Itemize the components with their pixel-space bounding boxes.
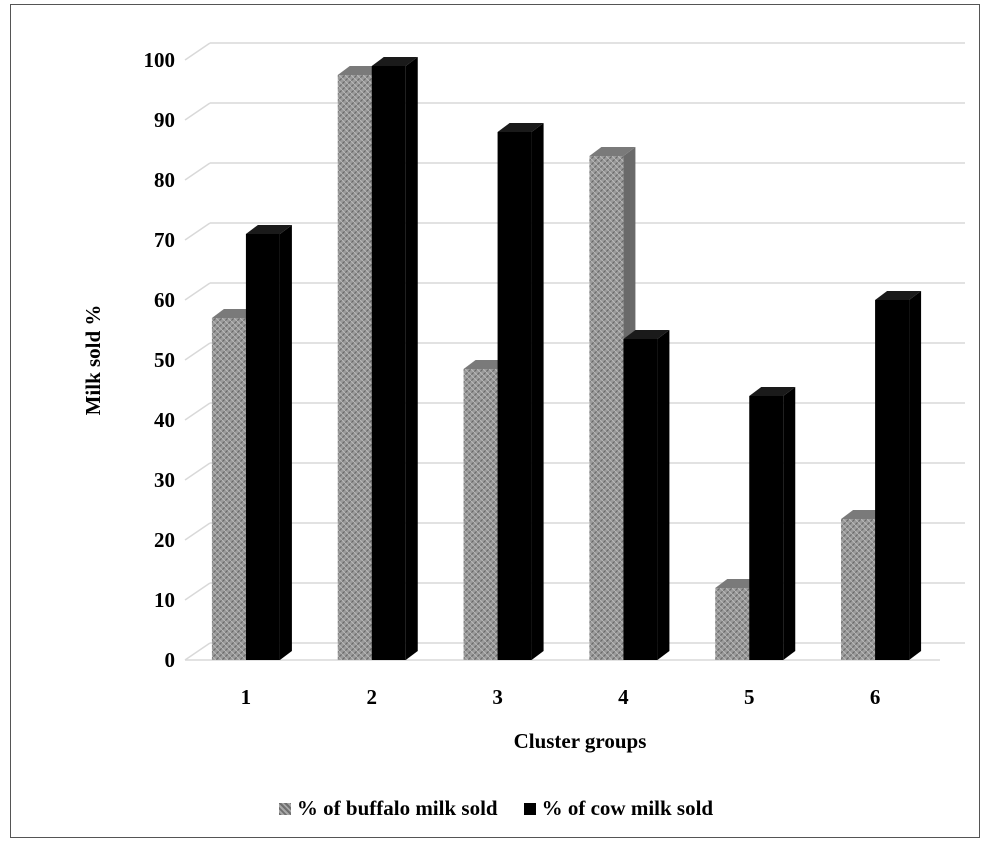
bar-buffalo-cluster-4 [589, 147, 636, 660]
bar-front [875, 300, 910, 660]
y-tick-label: 30 [154, 468, 175, 492]
bar-front [715, 588, 750, 660]
gridline-diagonal [184, 222, 211, 241]
bar-side [783, 387, 796, 660]
bar-side [279, 225, 292, 660]
bar-front [623, 339, 658, 660]
gridline-diagonal [184, 522, 211, 541]
y-tick-label: 40 [154, 408, 175, 432]
y-tick-label: 50 [154, 348, 175, 372]
y-tick-label: 10 [154, 588, 175, 612]
bar-cow-cluster-1 [245, 225, 292, 660]
legend-label-buffalo: % of buffalo milk sold [296, 796, 498, 820]
legend-label-cow: % of cow milk sold [541, 796, 714, 820]
gridline-diagonal [184, 402, 211, 421]
bar-cow-cluster-6 [875, 291, 922, 660]
bar-side [657, 330, 670, 660]
gridline-diagonal [184, 642, 211, 661]
gridline-diagonal [184, 102, 211, 121]
bar-front [337, 75, 372, 660]
bar-top [623, 330, 670, 339]
x-tick-labels: 1 2 3 4 5 6 [241, 685, 881, 709]
gridline-diagonal [184, 342, 211, 361]
legend-swatch-buffalo [278, 802, 291, 815]
x-tick-label: 2 [367, 685, 378, 709]
bars [211, 57, 922, 660]
bar-front [371, 66, 406, 660]
bar-side [531, 123, 544, 660]
x-tick-label: 4 [618, 685, 629, 709]
x-axis-title: Cluster groups [514, 729, 647, 753]
legend-swatch-cow [523, 802, 536, 815]
bar-front [211, 318, 246, 660]
bar-top [245, 225, 292, 234]
bar-cow-cluster-4 [623, 330, 670, 660]
y-tick-labels: 0 10 20 30 40 50 60 70 80 90 100 [144, 48, 176, 672]
bar-side [909, 291, 922, 660]
bar-top [875, 291, 922, 300]
bar-side [405, 57, 418, 660]
x-tick-label: 6 [870, 685, 881, 709]
gridline-diagonal [184, 42, 211, 61]
bar-top [497, 123, 544, 132]
gridline-diagonal [184, 162, 211, 181]
y-tick-label: 60 [154, 288, 175, 312]
bar-front [749, 396, 784, 660]
bar-front [841, 519, 876, 660]
bar-cow-cluster-2 [371, 57, 418, 660]
bar-front [589, 156, 624, 660]
gridline-diagonal [184, 282, 211, 301]
bar-top [589, 147, 636, 156]
legend-item-buffalo: % of buffalo milk sold [278, 796, 498, 821]
x-tick-label: 1 [241, 685, 252, 709]
x-tick-label: 3 [492, 685, 503, 709]
bar-front [497, 132, 532, 660]
gridline-diagonal [184, 582, 211, 601]
x-tick-label: 5 [744, 685, 755, 709]
y-tick-label: 90 [154, 108, 175, 132]
legend-item-cow: % of cow milk sold [523, 796, 714, 821]
legend: % of buffalo milk sold % of cow milk sol… [0, 796, 992, 821]
bar-front [463, 369, 498, 660]
y-tick-label: 0 [165, 648, 176, 672]
bar-top [749, 387, 796, 396]
bar-cow-cluster-5 [749, 387, 796, 660]
bar-top [371, 57, 418, 66]
y-axis-title: Milk sold % [81, 305, 105, 416]
y-tick-label: 70 [154, 228, 175, 252]
gridlines [184, 42, 965, 661]
bar-front [245, 234, 280, 660]
y-tick-label: 80 [154, 168, 175, 192]
y-tick-label: 100 [144, 48, 176, 72]
bar-cow-cluster-3 [497, 123, 544, 660]
y-tick-label: 20 [154, 528, 175, 552]
gridline-diagonal [184, 462, 211, 481]
